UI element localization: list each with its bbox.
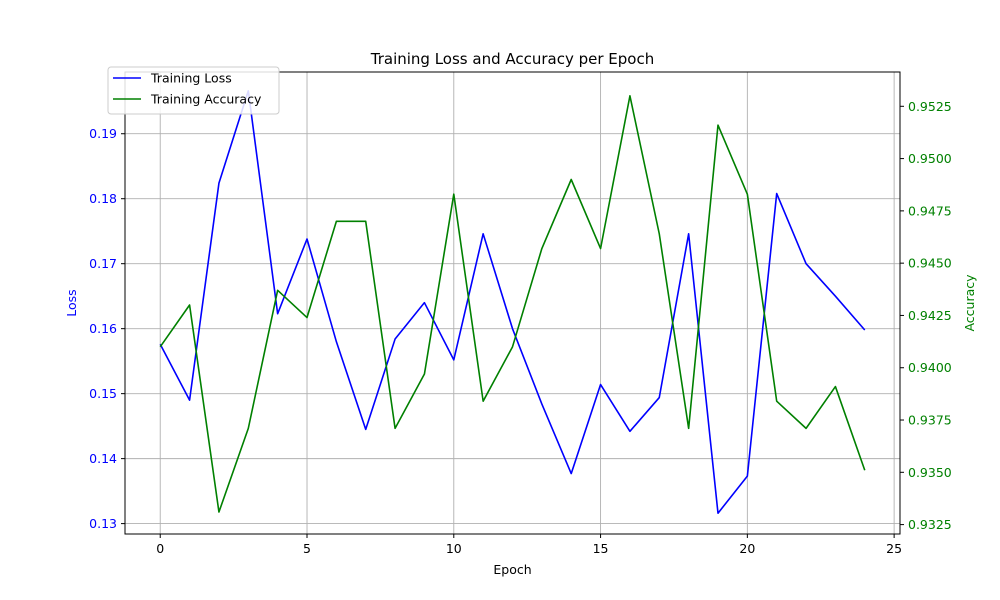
y-right-tick-label: 0.9500 — [908, 151, 952, 166]
y-right-tick-label: 0.9525 — [908, 99, 952, 114]
y-right-tick-label: 0.9400 — [908, 360, 952, 375]
y-left-tick-label: 0.16 — [89, 321, 117, 336]
x-tick-label: 10 — [446, 541, 462, 556]
y-left-tick-label: 0.18 — [89, 191, 117, 206]
series-line-training-loss — [159, 90, 866, 515]
y-left-tick-label: 0.13 — [89, 516, 117, 531]
x-tick-label: 15 — [593, 541, 609, 556]
y-right-tick-label: 0.9350 — [908, 465, 952, 480]
y-left-tick-label: 0.17 — [89, 256, 117, 271]
legend: Training Loss Training Accuracy — [107, 66, 280, 115]
series-line-training-accuracy — [159, 95, 866, 513]
y-right-tick-label: 0.9325 — [908, 517, 952, 532]
x-tick-label: 5 — [303, 541, 311, 556]
x-tick-label: 0 — [156, 541, 164, 556]
x-axis: 0 5 10 15 20 25 — [156, 534, 902, 556]
y-right-tick-label: 0.9450 — [908, 256, 952, 271]
y-axis-right-label: Accuracy — [962, 274, 977, 332]
legend-entry-label: Training Accuracy — [150, 92, 262, 107]
gridlines — [125, 72, 900, 534]
y-left-tick-label: 0.15 — [89, 386, 117, 401]
y-axis-left: 0.13 0.14 0.15 0.16 0.17 0.18 0.19 — [89, 126, 125, 531]
y-left-tick-label: 0.19 — [89, 126, 117, 141]
y-axis-left-label: Loss — [64, 289, 79, 316]
y-right-tick-label: 0.9375 — [908, 413, 952, 428]
y-right-tick-label: 0.9425 — [908, 308, 952, 323]
series-layer — [159, 90, 866, 515]
chart-title: Training Loss and Accuracy per Epoch — [370, 50, 654, 68]
legend-box — [107, 66, 280, 115]
y-left-tick-label: 0.14 — [89, 451, 117, 466]
plot-frame — [124, 71, 901, 535]
x-axis-label: Epoch — [493, 562, 531, 577]
legend-entry-label: Training Loss — [150, 71, 232, 86]
y-right-tick-label: 0.9475 — [908, 203, 952, 218]
y-axis-right: 0.9325 0.9350 0.9375 0.9400 0.9425 0.9450 0.94… — [900, 99, 952, 532]
x-tick-label: 20 — [739, 541, 755, 556]
x-tick-label: 25 — [886, 541, 902, 556]
